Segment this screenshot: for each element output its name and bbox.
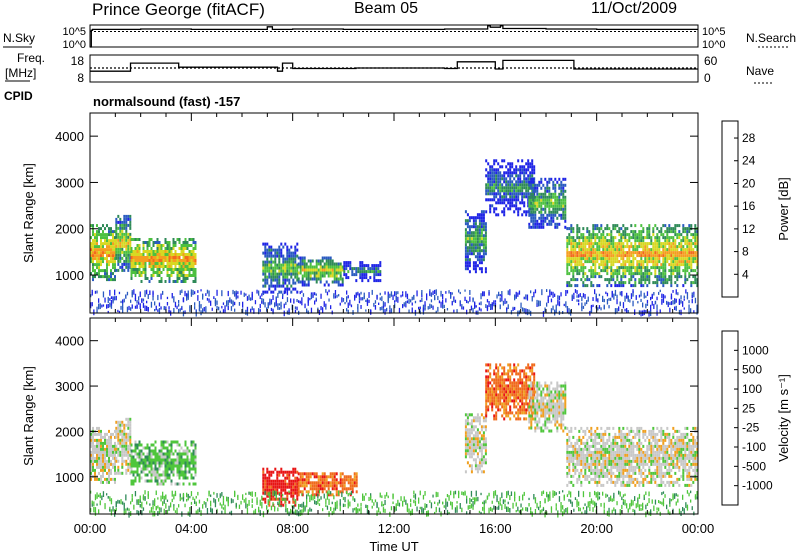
xtick-label: 20:00	[580, 521, 613, 536]
velocity-heatmap	[90, 363, 699, 518]
power-region-7	[485, 159, 536, 217]
power-colorbar-label: 28	[742, 131, 756, 145]
velocity-region-2	[130, 440, 197, 486]
xtick-label: 16:00	[479, 521, 512, 536]
power-colorbar-label: 12	[742, 222, 756, 236]
power-region-8	[528, 177, 567, 229]
freq-label-2: [MHz]	[5, 66, 36, 80]
velocity-ytick-label: 4000	[55, 334, 84, 349]
nave-tick-bottom: 0	[704, 71, 711, 85]
velocity-colorbar-label: 25	[742, 401, 756, 415]
power-colorbar-label: 8	[742, 245, 749, 259]
velocity-colorbar-label: -100	[742, 440, 766, 454]
velocity-colorbar-label: -500	[742, 459, 766, 473]
xtick-label: 12:00	[378, 521, 411, 536]
velocity-region-4	[297, 472, 358, 497]
freq-frame	[89, 54, 699, 83]
date-title: 11/Oct/2009	[591, 0, 677, 17]
power-ylabel: Slant Range [km]	[21, 163, 36, 263]
velocity-colorbar-label: 1000	[742, 343, 769, 357]
velocity-ytick-label: 3000	[55, 379, 84, 394]
power-region-2	[130, 238, 197, 283]
velocity-colorbar-label: 500	[742, 363, 762, 377]
velocity-ytick-label: 1000	[55, 470, 84, 485]
panel-frames	[89, 24, 699, 515]
freq-label-1: Freq.	[17, 51, 45, 65]
freq-tick-bottom: 8	[77, 71, 84, 85]
power-ytick-label: 2000	[55, 222, 84, 237]
power-region-0	[90, 224, 116, 282]
velocity-ytick-label: 2000	[55, 424, 84, 439]
nave-label: Nave	[746, 64, 774, 78]
power-region-5	[343, 261, 382, 283]
velocity-colorbar-frame	[721, 330, 739, 506]
nsearch-tick-top: 10^5	[702, 26, 726, 38]
velocity-region-8	[566, 426, 699, 487]
power-ytick-label: 4000	[55, 129, 84, 144]
power-region-3	[262, 242, 299, 294]
velocity-region-7	[528, 381, 567, 433]
power-colorbar-label: 4	[742, 267, 749, 281]
velocity-region-1	[115, 417, 132, 475]
velocity-region-0	[90, 426, 116, 484]
power-colorbar-frame	[721, 120, 739, 298]
colorbars: 4 8 12 16 20 24 28 Power [dB] 1000 500 100 25 -25 -10…	[721, 120, 791, 506]
velocity-region-6	[485, 363, 536, 421]
power-region-6	[464, 210, 487, 274]
xlabel: Time UT	[369, 539, 418, 554]
cpid-value: normalsound (fast) -157	[93, 94, 240, 109]
velocity-frame	[89, 317, 699, 515]
sky-noise-line	[90, 25, 698, 48]
nsearch-label: N.Search	[746, 31, 796, 45]
power-region-4	[297, 256, 344, 287]
cpid-label: CPID	[4, 89, 33, 103]
station-title: Prince George (fitACF)	[92, 0, 265, 19]
velocity-colorbar-label: -1000	[742, 479, 773, 493]
nsky-label: N.Sky	[3, 31, 35, 45]
frequency-line	[90, 59, 698, 72]
velocity-ylabel: Slant Range [km]	[21, 366, 36, 466]
power-ytick-label: 1000	[55, 268, 84, 283]
power-region-9	[566, 224, 699, 288]
xtick-label: 04:00	[175, 521, 208, 536]
freq-tick-top: 18	[71, 54, 85, 68]
power-colorbar-label: 24	[742, 154, 756, 168]
nsky-frame	[89, 24, 699, 48]
xtick-label: 00:00	[682, 521, 715, 536]
nsky-tick-top: 10^5	[62, 26, 86, 38]
power-colorbar-label: 16	[742, 199, 756, 213]
power-colorbar-title: Power [dB]	[776, 177, 791, 241]
xtick-label: 08:00	[276, 521, 309, 536]
beam-title: Beam 05	[354, 0, 419, 17]
velocity-colorbar-label: -25	[742, 421, 760, 435]
status-lines	[90, 25, 698, 72]
power-ytick-label: 3000	[55, 175, 84, 190]
nave-tick-top: 60	[704, 54, 718, 68]
power-colorbar-label: 20	[742, 176, 756, 190]
nsearch-tick-bottom: 10^0	[702, 39, 726, 51]
velocity-colorbar-title: Velocity [m s⁻¹]	[776, 374, 791, 462]
power-region-1	[115, 214, 132, 272]
power-low-range-scatter	[90, 289, 698, 317]
xtick-label: 00:00	[74, 521, 107, 536]
nsky-tick-bottom: 10^0	[62, 39, 86, 51]
velocity-region-5	[464, 413, 487, 474]
power-heatmap	[90, 159, 699, 317]
velocity-colorbar-label: 100	[742, 382, 762, 396]
